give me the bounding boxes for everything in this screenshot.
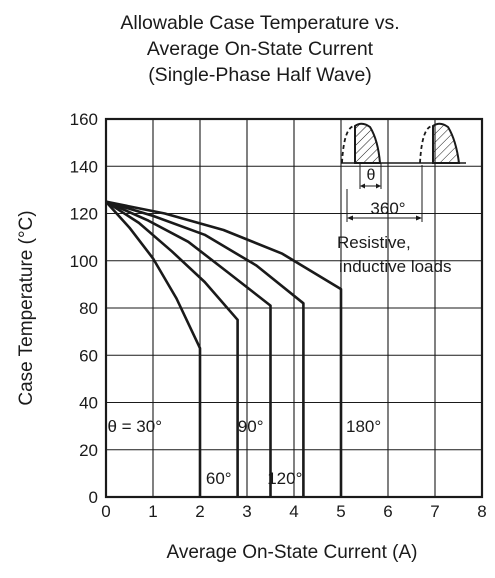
curve-label-90deg: 90° [238,417,264,436]
theta-arrowhead-right [376,183,381,189]
curve-label-180deg: 180° [346,417,381,436]
waveform-hatched-1 [354,122,382,164]
x-tick-label: 3 [242,502,251,521]
y-tick-label: 100 [70,252,98,271]
series-curve-2 [105,200,239,497]
chart-title-line-2: Average On-State Current [146,38,374,60]
theta-arrowhead-left [360,183,365,189]
chart-curves [105,200,343,497]
series-curve-1 [105,200,202,497]
x-tick-label: 5 [336,502,345,521]
theta-symbol: θ [367,167,376,184]
x-axis-label: Average On-State Current (A) [167,542,418,563]
y-axis-label: Case Temperature (°C) [16,210,37,405]
waveform-dashed-2 [419,125,434,164]
curve-label-120deg: 120° [267,469,302,488]
x-tick-label: 1 [148,502,157,521]
chart-grid [106,119,482,497]
y-tick-label: 140 [70,157,98,176]
x-tick-label: 0 [101,502,110,521]
curve-label-30deg: θ = 30° [107,417,162,436]
y-tick-label: 60 [79,346,98,365]
period-arrowhead-left [347,215,353,221]
y-tick-label: 120 [70,205,98,224]
x-tick-label: 2 [195,502,204,521]
y-tick-label: 20 [79,441,98,460]
period-label: 360° [370,199,405,218]
series-curve-3 [105,200,272,497]
curve-label-60deg: 60° [206,469,232,488]
load-label-line-2: inductive loads [339,257,451,276]
load-label-line-1: Resistive, [337,233,411,252]
y-tick-label: 80 [79,299,98,318]
waveform-inset: θ 360° Resistive, inductive loads [337,122,466,276]
x-tick-label: 6 [383,502,392,521]
y-tick-label: 160 [70,110,98,129]
y-tick-label: 0 [89,488,98,507]
chart-title-line-3: (Single-Phase Half Wave) [148,64,372,86]
chart-title-line-1: Allowable Case Temperature vs. [120,12,400,34]
series-curve-5 [105,200,343,497]
waveform-dashed-1 [341,125,356,164]
x-tick-label: 7 [430,502,439,521]
waveform-hatched-2 [432,122,461,164]
series-curve-4 [105,200,305,497]
y-tick-label: 40 [79,394,98,413]
x-tick-label: 8 [477,502,486,521]
curve-labels: θ = 30° 60° 90° 120° 180° [107,417,381,488]
plot-frame [104,117,484,499]
x-tick-label: 4 [289,502,298,521]
period-arrowhead-right [416,215,422,221]
